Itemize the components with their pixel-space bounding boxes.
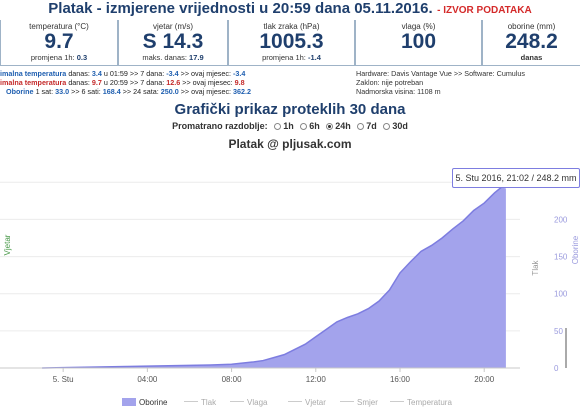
pressure-change-label: promjena 1h: — [262, 53, 306, 62]
radio-6h[interactable] — [300, 123, 308, 130]
radio-7d[interactable] — [357, 123, 365, 130]
rain-axis-label: Oborine — [571, 235, 580, 264]
page-title: Platak - izmjerene vrijednosti u 20:59 d… — [48, 0, 433, 17]
x-tick-label: 20:00 — [474, 375, 495, 384]
legend-rain-swatch — [122, 398, 136, 406]
temperature-change-label: promjena 1h: — [30, 53, 75, 62]
legend-item-rain[interactable]: Oborine — [122, 398, 167, 407]
rain-value: 248.2 — [505, 30, 558, 53]
period-option-30d[interactable]: 30d — [383, 121, 408, 131]
legend-wind-swatch — [288, 401, 302, 402]
current-values: temperatura (°C) 9.7 promjena 1h: 0.3 vj… — [0, 20, 580, 68]
y-tick-label: 0 — [554, 364, 559, 373]
source-link[interactable]: - IZVOR PODATAKA — [437, 5, 532, 16]
radio-1h[interactable] — [274, 123, 282, 130]
wind-max-value: 17.9 — [189, 53, 204, 62]
y-tick-label: 150 — [554, 253, 568, 262]
rain-area-series — [42, 183, 506, 368]
legend-item-wind[interactable]: Vjetar — [288, 398, 326, 407]
humidity-value: 100 — [400, 30, 437, 53]
temperature-change-value: 0.3 — [76, 53, 88, 62]
period-option-7d[interactable]: 7d — [357, 121, 377, 131]
legend-temperature-swatch — [390, 401, 404, 402]
chart-title: Platak @ pljusak.com — [228, 137, 352, 151]
period-label: Promatrano razdoblje: — [172, 121, 268, 131]
x-axis-ticks: 5. Stu 04:00 08:00 12:00 16:00 20:00 — [53, 368, 495, 384]
legend-item-direction[interactable]: Smjer — [340, 398, 378, 407]
x-tick-label: 16:00 — [390, 375, 411, 384]
legend-direction-swatch — [340, 401, 354, 402]
humidity-label: vlaga (%) — [401, 22, 436, 31]
rain-chart: 5. Stu 04:00 08:00 12:00 16:00 20:00 0 50 100 15… — [0, 178, 580, 384]
pressure-axis-label: Tlak — [531, 259, 540, 275]
left-axis-label: Vjetar — [3, 234, 12, 255]
rain-today-label: danas — [520, 53, 543, 62]
legend-pressure-swatch — [184, 401, 198, 402]
pressure-value: 1005.3 — [259, 30, 324, 53]
rain-row: Oborine 1 sat: 33.0 >> 6 sati: 168.4 >> … — [6, 87, 252, 96]
page-header: Platak - izmjerene vrijednosti u 20:59 d… — [0, 0, 580, 20]
x-tick-label: 08:00 — [222, 375, 243, 384]
x-tick-label: 04:00 — [137, 375, 158, 384]
wind-value: S 14.3 — [142, 30, 204, 53]
legend-humidity-swatch — [230, 401, 244, 402]
period-selector: Promatrano razdoblje: 1h 6h 24h 7d 30d — [0, 121, 580, 131]
rain-label: oborine (mm) — [507, 22, 556, 31]
period-option-1h[interactable]: 1h — [274, 121, 294, 131]
rain-line-series — [42, 183, 507, 369]
y-tick-label: 100 — [554, 290, 568, 299]
wind-card: vjetar (m/s) S 14.3 maks. danas: 17.9 — [118, 20, 228, 66]
pressure-label: tlak zraka (hPa) — [263, 22, 320, 31]
period-option-6h[interactable]: 6h — [300, 121, 320, 131]
legend-item-pressure[interactable]: Tlak — [184, 398, 216, 407]
chart-tooltip: 5. Stu 2016, 21:02 / 248.2 mm — [452, 168, 580, 188]
max-temp-row: imalna temperatura danas: 3.4 u 01:59 >>… — [0, 69, 246, 78]
x-tick-label: 5. Stu — [53, 375, 74, 384]
radio-30d[interactable] — [383, 123, 391, 130]
y-tick-label: 200 — [554, 215, 568, 224]
shelter-info: Zaklon: nije potreban — [356, 78, 424, 87]
legend-item-temperature[interactable]: Temperatura — [390, 398, 452, 407]
rain-card: oborine (mm) 248.2 danas — [482, 20, 580, 66]
hardware-info: Hardware: Davis Vantage Vue >> Software:… — [356, 69, 525, 78]
pressure-change-value: -1.4 — [307, 53, 321, 62]
radio-24h[interactable] — [326, 123, 334, 130]
wind-max-label: maks. danas: — [142, 53, 187, 62]
period-option-24h[interactable]: 24h — [326, 121, 351, 131]
temperature-value: 9.7 — [44, 30, 74, 53]
wind-label: vjetar (m/s) — [153, 22, 193, 31]
temperature-card: temperatura (°C) 9.7 promjena 1h: 0.3 — [0, 20, 118, 66]
altitude-info: Nadmorska visina: 1108 m — [356, 87, 441, 96]
temperature-label: temperatura (°C) — [29, 22, 89, 31]
legend-item-humidity[interactable]: Vlaga — [230, 398, 267, 407]
min-temp-row: imalna temperatura danas: 9.7 u 20:59 >>… — [0, 78, 245, 87]
x-tick-label: 12:00 — [306, 375, 327, 384]
y-tick-label: 50 — [554, 327, 563, 336]
humidity-card: vlaga (%) 100 — [355, 20, 482, 66]
pressure-card: tlak zraka (hPa) 1005.3 promjena 1h: -1.… — [228, 20, 355, 66]
graph-section-title: Grafički prikaz proteklih 30 dana — [174, 101, 406, 118]
